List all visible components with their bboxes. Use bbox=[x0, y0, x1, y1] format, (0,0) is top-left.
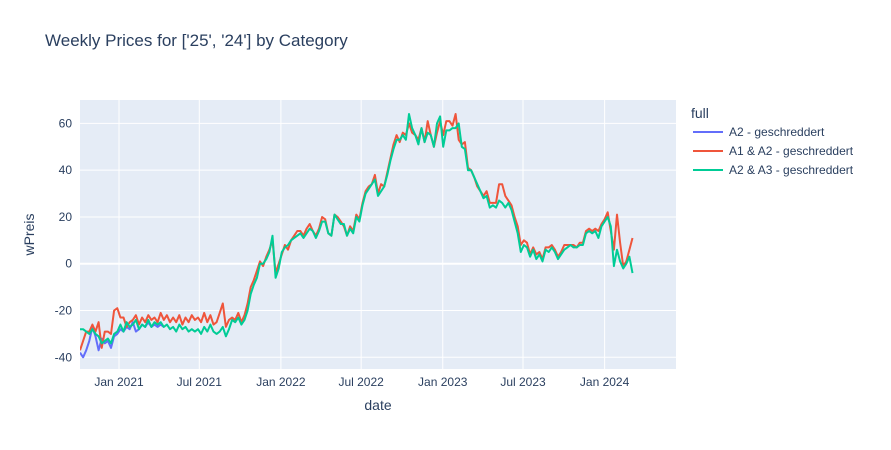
legend-label: A2 & A3 - geschreddert bbox=[729, 163, 854, 177]
legend-title: full bbox=[691, 105, 709, 121]
x-axis-ticks: Jan 2021 Jul 2021 Jan 2022 Jul 2022 Jan 2023… bbox=[94, 375, 629, 389]
y-tick-label: 40 bbox=[59, 163, 73, 177]
legend-item[interactable]: A2 - geschreddert bbox=[693, 125, 825, 139]
grid-lines bbox=[80, 100, 676, 369]
x-tick-label: Jul 2023 bbox=[500, 375, 546, 389]
legend-item[interactable]: A1 & A2 - geschreddert bbox=[693, 144, 854, 158]
series-layer bbox=[80, 113, 634, 359]
x-tick-label: Jan 2023 bbox=[418, 375, 468, 389]
legend[interactable]: full A2 - geschreddert A1 & A2 - geschred… bbox=[691, 105, 854, 177]
y-tick-label: 20 bbox=[59, 210, 73, 224]
x-tick-label: Jan 2024 bbox=[580, 375, 630, 389]
y-tick-label: -20 bbox=[55, 304, 73, 318]
x-axis-label: date bbox=[364, 397, 391, 413]
chart-title: Weekly Prices for ['25', '24'] by Catego… bbox=[45, 31, 348, 50]
y-tick-label: 60 bbox=[59, 116, 73, 130]
legend-label: A2 - geschreddert bbox=[729, 125, 825, 139]
x-tick-label: Jan 2021 bbox=[94, 375, 144, 389]
x-tick-label: Jan 2022 bbox=[256, 375, 306, 389]
y-tick-label: 0 bbox=[65, 257, 72, 271]
y-tick-label: -40 bbox=[55, 350, 73, 364]
x-tick-label: Jul 2022 bbox=[338, 375, 384, 389]
y-axis-label: wPreis bbox=[21, 213, 37, 256]
y-axis-ticks: -40 -20 0 20 40 60 bbox=[55, 116, 73, 364]
legend-label: A1 & A2 - geschreddert bbox=[729, 144, 854, 158]
x-tick-label: Jul 2021 bbox=[177, 375, 223, 389]
series-line bbox=[80, 113, 634, 345]
legend-item[interactable]: A2 & A3 - geschreddert bbox=[693, 163, 854, 177]
